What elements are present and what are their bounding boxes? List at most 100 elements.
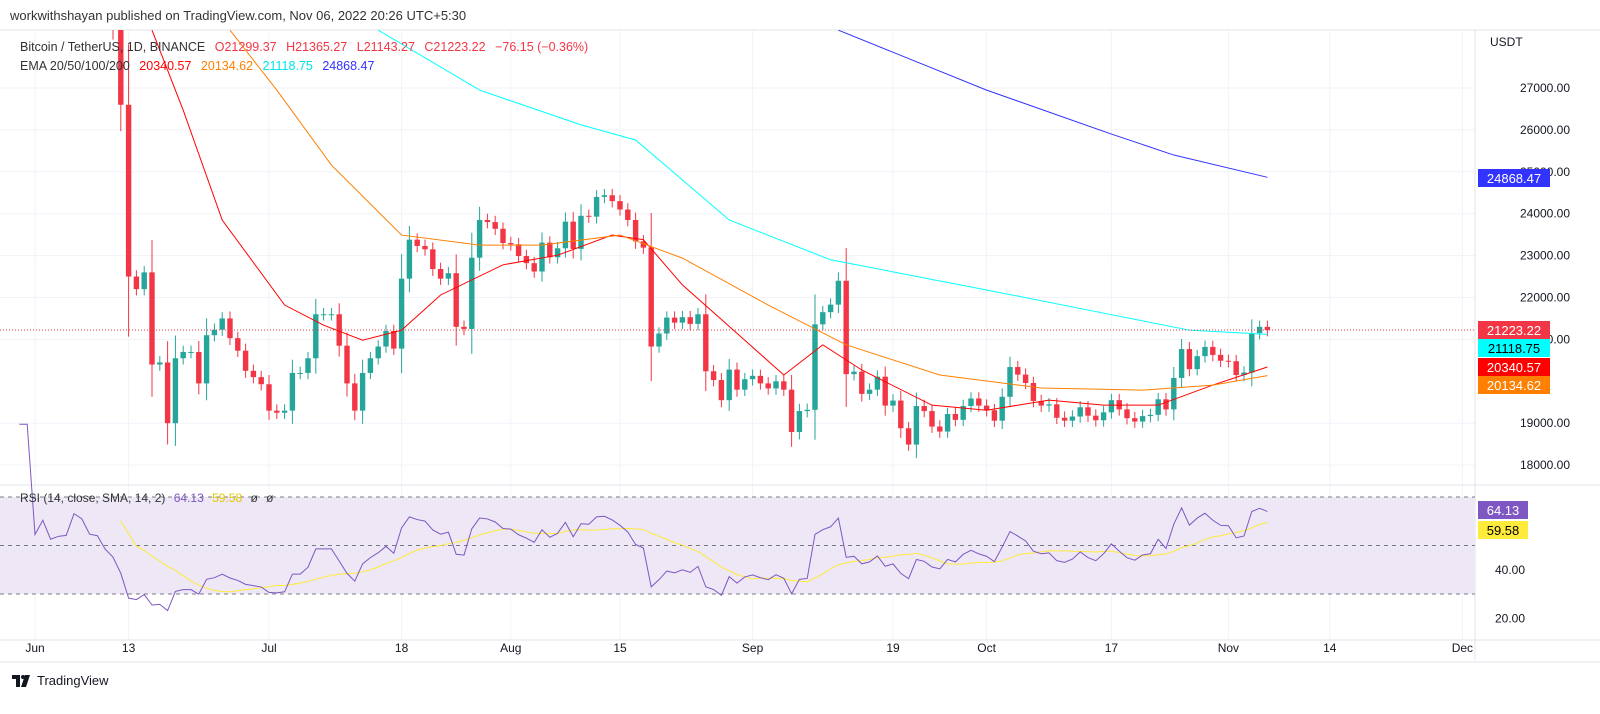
candle-body	[874, 376, 881, 390]
candle-body	[1178, 349, 1185, 378]
time-tick-label: Jun	[25, 641, 44, 655]
ema200-value: 24868.47	[322, 59, 375, 73]
candle-body	[461, 326, 467, 329]
candle-body	[921, 406, 927, 412]
candle-body	[149, 272, 155, 365]
price-label-badge	[1478, 358, 1550, 376]
candle-body	[352, 383, 358, 411]
ema20-value: 20340.57	[139, 59, 192, 73]
candle-body	[1186, 349, 1193, 370]
candle-body	[1046, 404, 1052, 406]
candle-body	[781, 381, 787, 390]
ema-line-ema50	[229, 30, 1268, 391]
candle-body	[718, 380, 725, 401]
candle-body	[609, 195, 615, 202]
candle-body	[570, 221, 576, 249]
price-label-badge	[1478, 376, 1550, 394]
candle-body	[835, 280, 842, 305]
rsi-extra1: ø	[250, 491, 258, 505]
price-label-text: 24868.47	[1487, 171, 1541, 186]
candle-body	[1225, 360, 1232, 362]
candle-body	[788, 389, 795, 432]
published-header: workwithshayan published on TradingView.…	[10, 8, 467, 23]
change: −76.15 (−0.36%)	[495, 40, 589, 54]
candle-body	[133, 276, 140, 290]
candle-body	[258, 377, 264, 385]
candle-body	[1217, 354, 1224, 361]
candle-body	[305, 358, 311, 373]
candle-body	[274, 410, 280, 413]
rsi-extra2: ø	[266, 491, 274, 505]
candle-body	[851, 371, 857, 375]
ohlc-low: L21143.27	[356, 40, 415, 54]
candle-body	[172, 358, 179, 424]
candle-body	[1069, 416, 1076, 421]
candle-body	[1108, 400, 1115, 413]
time-tick-label: 15	[613, 641, 627, 655]
candle-body	[445, 273, 452, 279]
candle-body	[250, 370, 257, 378]
time-tick-label: Aug	[500, 641, 521, 655]
candle-body	[820, 312, 826, 325]
candle-body	[1007, 367, 1013, 397]
candle-body	[703, 314, 709, 372]
candle-body	[734, 369, 740, 390]
time-tick-label: Nov	[1218, 641, 1239, 655]
candle-body	[859, 371, 865, 394]
candle-body	[110, 0, 115, 29]
footer-logo[interactable]: TradingView	[12, 673, 109, 688]
candles	[110, 0, 1271, 459]
ema-line-ema20	[151, 30, 1268, 411]
candle-body	[656, 333, 662, 347]
price-tick-label: 23000.00	[1520, 249, 1570, 263]
candle-body	[227, 318, 233, 339]
candle-body	[1093, 415, 1099, 421]
candle-body	[742, 379, 748, 390]
candle-body	[1139, 416, 1146, 422]
rsi-label[interactable]: RSI (14, close, SMA, 14, 2)	[20, 491, 166, 505]
price-tick-label: 27000.00	[1520, 81, 1570, 95]
candle-body	[359, 372, 366, 411]
candle-body	[944, 413, 951, 432]
ohlc-open: O21299.37	[214, 40, 277, 54]
candle-body	[749, 375, 756, 380]
price-tick-label: 26000.00	[1520, 123, 1570, 137]
candle-body	[500, 228, 506, 244]
rsi-sma-line	[120, 520, 1268, 593]
candle-body	[648, 247, 654, 347]
candle-body	[960, 406, 966, 420]
candle-body	[180, 351, 186, 359]
candle-body	[1256, 326, 1263, 334]
candle-body	[937, 426, 943, 432]
ema-label[interactable]: EMA 20/50/100/200	[20, 59, 130, 73]
candle-body	[1061, 417, 1068, 421]
candle-body	[508, 243, 514, 245]
candle-body	[710, 371, 717, 381]
candle-body	[414, 239, 420, 246]
candle-body	[398, 278, 405, 349]
price-label-badge	[1478, 321, 1550, 339]
ema50-value: 20134.62	[200, 59, 254, 73]
rsi-label-badge	[1478, 501, 1528, 519]
candle-body	[266, 384, 272, 411]
candle-body	[344, 345, 350, 384]
candle-body	[422, 245, 428, 250]
candle-body	[593, 196, 600, 217]
candle-body	[804, 409, 810, 412]
candle-body	[476, 219, 483, 258]
candle-body	[1202, 346, 1208, 357]
symbol-name[interactable]: Bitcoin / TetherUS, 1D, BINANCE	[20, 40, 206, 54]
candle-body	[1132, 418, 1138, 422]
time-tick-label: 17	[1105, 641, 1119, 655]
candle-body	[242, 350, 249, 371]
candle-body	[905, 428, 912, 445]
candle-body	[578, 215, 584, 249]
candle-body	[1038, 400, 1044, 406]
candle-body	[695, 314, 701, 324]
candle-body	[866, 389, 873, 394]
candle-body	[375, 346, 381, 359]
candle-body	[313, 314, 319, 359]
price-label-text: 21223.22	[1487, 323, 1541, 338]
rsi-label-text: 64.13	[1487, 503, 1520, 518]
